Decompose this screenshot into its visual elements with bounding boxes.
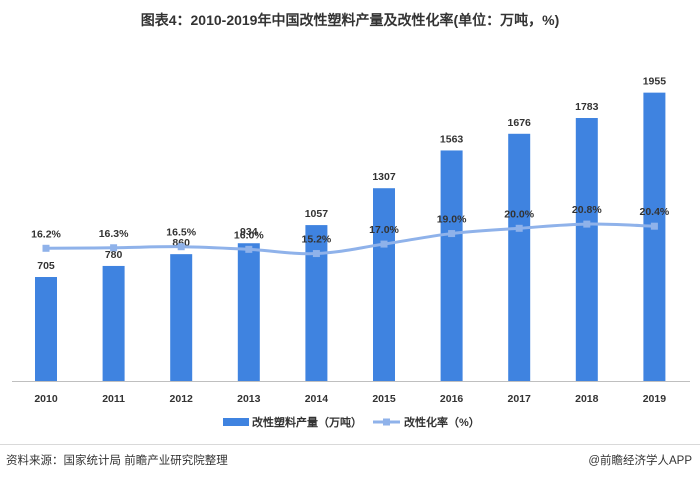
x-tick-2017: 2017 xyxy=(508,393,532,405)
line-labels: 16.2% 16.3% 16.5% 16.0% 15.2% 17.0% 19.0% 20.0%… xyxy=(31,204,670,245)
rate-point-2018 xyxy=(583,220,591,228)
legend-label-bar: 改性塑料产量（万吨） xyxy=(252,415,362,429)
bar-series xyxy=(35,92,666,381)
bar-2013 xyxy=(237,243,260,381)
rate-point-2016 xyxy=(448,230,456,238)
rate-label-2019: 20.4% xyxy=(640,206,670,218)
rate-label-2014: 15.2% xyxy=(302,234,332,246)
bar-label-2013: 934 xyxy=(240,226,258,238)
rate-label-2010: 16.2% xyxy=(31,228,61,240)
legend-label-line: 改性化率（%） xyxy=(404,415,480,429)
x-tick-2011: 2011 xyxy=(102,393,125,405)
rate-point-2012 xyxy=(177,243,185,251)
bar-2016 xyxy=(440,150,463,381)
rate-point-2019 xyxy=(650,222,658,230)
x-tick-2019: 2019 xyxy=(643,393,667,405)
bar-2010 xyxy=(35,277,57,381)
x-tick-2010: 2010 xyxy=(34,393,58,405)
rate-point-2011 xyxy=(110,244,118,252)
x-tick-2013: 2013 xyxy=(237,393,261,405)
bar-2017 xyxy=(508,133,531,381)
bar-label-2016: 1563 xyxy=(440,133,464,145)
rate-label-2016: 19.0% xyxy=(437,214,467,226)
x-tick-2015: 2015 xyxy=(372,393,396,405)
bar-2011 xyxy=(102,265,125,381)
rate-label-2013: 16.0% xyxy=(234,229,264,241)
rate-label-2015: 17.0% xyxy=(369,224,399,236)
brand-note: @前瞻经济学人APP xyxy=(588,455,692,467)
rate-label-2017: 20.0% xyxy=(504,208,534,220)
bar-label-2015: 1307 xyxy=(372,171,396,183)
footer-divider xyxy=(0,444,700,445)
rate-point-2013 xyxy=(245,245,253,253)
rate-label-2012: 16.5% xyxy=(166,227,196,239)
rate-point-2014 xyxy=(312,250,320,258)
bar-label-2014: 1057 xyxy=(305,208,329,220)
legend: 改性塑料产量（万吨） 改性化率（%） xyxy=(223,415,480,429)
x-tick-2012: 2012 xyxy=(170,393,194,405)
rate-label-2011: 16.3% xyxy=(99,228,129,240)
rate-label-2018: 20.8% xyxy=(572,204,602,216)
bar-2019 xyxy=(643,92,666,381)
bar-label-2017: 1676 xyxy=(508,117,532,129)
x-tick-2014: 2014 xyxy=(305,393,329,405)
x-tick-labels: 2010 2011 2012 2013 2014 2015 2016 2017 2018 2019 xyxy=(34,393,666,405)
bar-2014 xyxy=(305,225,328,381)
x-tick-2016: 2016 xyxy=(440,393,464,405)
chart-title: 图表4：2010-2019年中国改性塑料产量及改性化率(单位：万吨，%) xyxy=(140,12,560,28)
legend-swatch-marker xyxy=(383,418,390,426)
bar-label-2018: 1783 xyxy=(575,101,599,113)
rate-point-2017 xyxy=(515,224,523,232)
bar-2018 xyxy=(575,118,598,381)
rate-point-2010 xyxy=(42,244,50,252)
x-tick-2018: 2018 xyxy=(575,393,599,405)
rate-point-2015 xyxy=(380,240,388,248)
bar-label-2011: 780 xyxy=(105,249,123,261)
bar-2015 xyxy=(373,188,395,381)
source-note: 资料来源：国家统计局 前瞻产业研究院整理 xyxy=(6,455,228,467)
bar-2012 xyxy=(170,254,193,381)
line-series xyxy=(42,220,658,258)
legend-swatch-bar xyxy=(223,418,249,426)
rate-line xyxy=(45,222,655,256)
bar-label-2019: 1955 xyxy=(643,76,667,88)
bar-label-2010: 705 xyxy=(37,260,55,272)
